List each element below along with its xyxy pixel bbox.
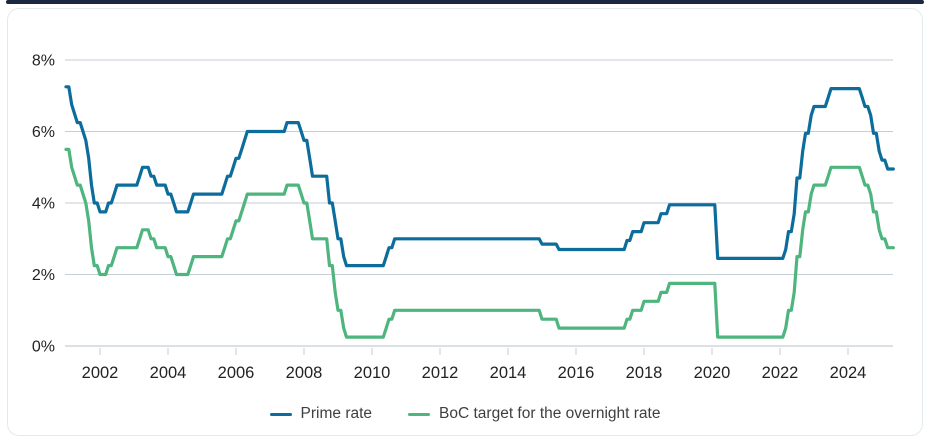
x-tick-label: 2002 [82, 364, 119, 382]
y-tick-label: 2% [32, 267, 55, 284]
y-tick-label: 6% [32, 124, 55, 141]
x-tick-label: 2024 [830, 364, 867, 382]
y-tick-label: 0% [32, 339, 55, 356]
x-tick-label: 2014 [490, 364, 527, 382]
x-tick-label: 2012 [422, 364, 459, 382]
x-tick-label: 2010 [354, 364, 391, 382]
x-tick-label: 2016 [558, 364, 595, 382]
legend-item-prime-rate: Prime rate [269, 405, 373, 423]
legend-label: Prime rate [300, 405, 373, 422]
x-tick-label: 2006 [218, 364, 255, 382]
chart-legend: Prime rate BoC target for the overnight … [8, 405, 922, 423]
y-tick-label: 4% [32, 196, 55, 213]
legend-label: BoC target for the overnight rate [439, 405, 661, 422]
x-tick-label: 2004 [150, 364, 187, 382]
rate-chart: 0% 2% 4% 6% 8% 2002 2004 2006 2008 2010 2012 2014 20… [32, 53, 895, 382]
y-tick-label: 8% [32, 53, 55, 70]
x-tick-label: 2022 [762, 364, 799, 382]
prime-rate-dash-icon [269, 412, 292, 416]
chart-card: 0% 2% 4% 6% 8% 2002 2004 2006 2008 2010 2012 2014 20… [7, 8, 923, 436]
x-tick-label: 2008 [286, 364, 323, 382]
series-line-prime-rate [64, 85, 895, 268]
boc-target-dash-icon [408, 412, 431, 416]
legend-item-boc-target: BoC target for the overnight rate [408, 405, 660, 423]
top-accent-bar [6, 0, 924, 4]
x-tick-label: 2018 [626, 364, 663, 382]
x-tick-label: 2020 [694, 364, 731, 382]
series-line-boc-target [64, 147, 895, 339]
